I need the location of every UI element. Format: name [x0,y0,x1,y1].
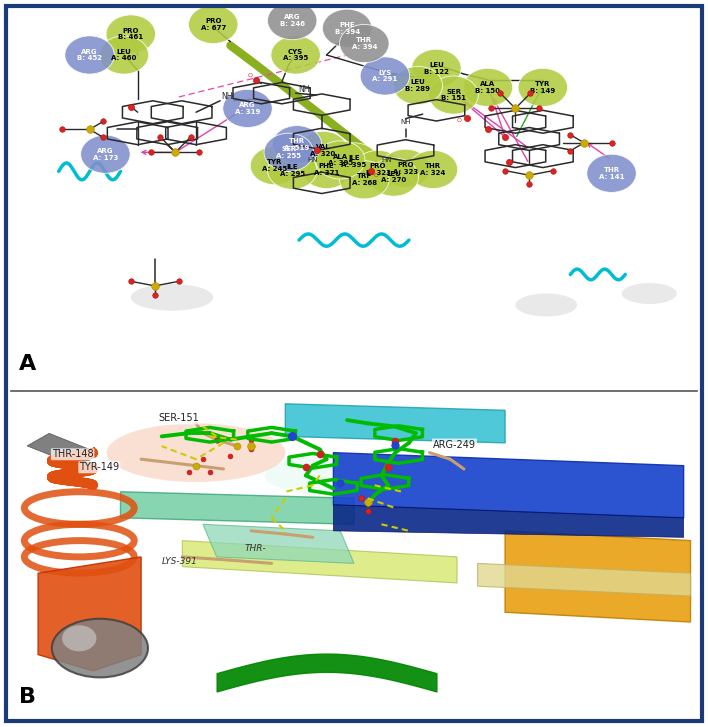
Text: PHE
A: 371: PHE A: 371 [314,163,339,176]
Ellipse shape [429,76,479,114]
Ellipse shape [265,456,402,495]
Text: SER
B: 151: SER B: 151 [441,89,466,102]
Text: SER
A: 255: SER A: 255 [276,146,302,158]
Ellipse shape [302,150,351,188]
Ellipse shape [65,36,114,74]
Text: HN: HN [382,157,392,163]
Text: ILE
A: 395: ILE A: 395 [341,156,367,168]
Polygon shape [505,531,690,622]
Polygon shape [478,563,690,596]
Ellipse shape [587,154,636,193]
Ellipse shape [353,150,403,188]
Ellipse shape [340,161,389,199]
Ellipse shape [340,25,389,63]
Ellipse shape [463,68,513,106]
Text: O: O [457,118,462,123]
Text: ALA
A: 395: ALA A: 395 [328,153,353,166]
Ellipse shape [268,151,317,189]
Ellipse shape [622,283,677,304]
Ellipse shape [251,147,299,185]
Text: TYR
A: 245: TYR A: 245 [263,159,287,172]
Ellipse shape [329,142,379,181]
Ellipse shape [223,89,273,127]
Ellipse shape [298,132,348,169]
Text: THR
A: 394: THR A: 394 [352,37,377,50]
Text: ARG
A: 319: ARG A: 319 [235,102,261,115]
Ellipse shape [268,1,317,40]
Text: THR-148: THR-148 [52,449,93,459]
Ellipse shape [411,49,461,87]
Polygon shape [333,505,684,537]
FancyArrow shape [27,433,95,465]
Text: ARG
B: 246: ARG B: 246 [280,15,304,27]
Ellipse shape [107,423,285,482]
Ellipse shape [518,68,568,106]
Text: NH: NH [221,92,233,102]
Ellipse shape [131,284,213,310]
Text: THR
A: 141: THR A: 141 [599,167,624,180]
Text: LEU
A: 270: LEU A: 270 [381,171,406,183]
Text: HN: HN [307,157,318,163]
Ellipse shape [381,149,430,188]
Text: SER-151: SER-151 [159,414,199,423]
Ellipse shape [264,133,314,172]
Text: O: O [247,73,252,78]
Polygon shape [38,557,141,671]
Text: LEU
A: 460: LEU A: 460 [111,49,137,61]
Text: PHE
B: 394: PHE B: 394 [334,22,360,35]
Text: LEU
B: 122: LEU B: 122 [424,62,449,75]
Ellipse shape [99,36,149,74]
Text: A: A [19,353,36,374]
Text: LYS
A: 291: LYS A: 291 [372,70,397,82]
Polygon shape [285,403,505,443]
Text: THR
A: 324: THR A: 324 [421,163,445,176]
Polygon shape [203,524,354,563]
Text: ILE
A: 295: ILE A: 295 [280,164,304,177]
Ellipse shape [62,625,96,651]
Ellipse shape [393,66,442,105]
Text: O: O [373,173,378,178]
Text: THR
A: 519: THR A: 519 [285,138,309,151]
Text: LYS-391: LYS-391 [161,558,198,566]
Ellipse shape [81,135,130,173]
Ellipse shape [188,5,238,44]
Ellipse shape [271,36,320,74]
Text: TYR
B: 149: TYR B: 149 [530,81,556,94]
Text: NH: NH [298,85,309,94]
Text: ARG-249: ARG-249 [433,440,476,449]
Text: ARG
B: 452: ARG B: 452 [77,49,102,61]
Text: TRP
A: 268: TRP A: 268 [352,174,377,186]
Ellipse shape [360,57,410,95]
Ellipse shape [409,150,457,188]
Text: CYS
A: 395: CYS A: 395 [283,49,308,61]
Text: PRO
B: 323: PRO B: 323 [365,163,391,176]
Text: TYR-149: TYR-149 [79,462,120,473]
Text: PRO
B: 461: PRO B: 461 [118,28,143,41]
Ellipse shape [52,619,148,678]
Text: PRO
A: 677: PRO A: 677 [200,18,226,31]
Text: VAL
A: 320: VAL A: 320 [311,144,336,157]
Text: ALA
B: 150: ALA B: 150 [475,81,501,94]
Text: LEU
B: 289: LEU B: 289 [406,79,430,92]
Ellipse shape [106,15,156,53]
Ellipse shape [273,126,321,164]
Ellipse shape [322,9,372,47]
Polygon shape [183,541,457,583]
Polygon shape [120,491,354,524]
Ellipse shape [369,158,418,196]
Text: PRO
A: 323: PRO A: 323 [393,162,418,174]
Text: THR-: THR- [244,545,266,553]
Text: NH: NH [400,119,411,126]
Ellipse shape [515,294,577,316]
Ellipse shape [316,141,365,179]
Text: ARG
A: 173: ARG A: 173 [93,148,118,161]
Text: B: B [19,687,36,707]
Polygon shape [333,453,684,518]
